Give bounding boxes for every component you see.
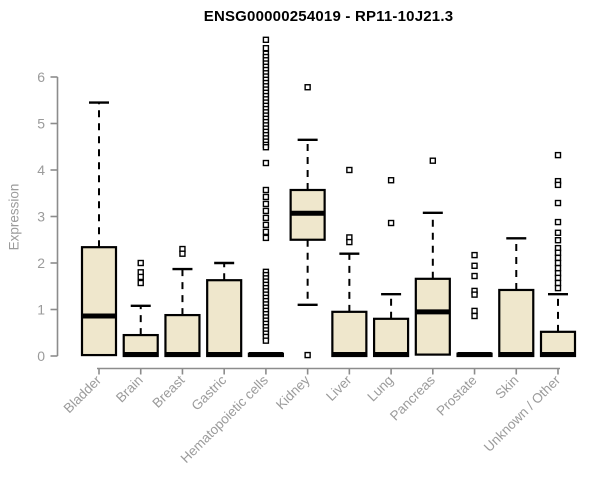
x-tick-label: Liver xyxy=(323,372,355,404)
outlier-point xyxy=(471,307,478,315)
y-tick-label: 1 xyxy=(37,302,45,318)
y-tick-label: 6 xyxy=(37,69,45,85)
outlier-point xyxy=(554,229,562,236)
box-lung xyxy=(372,177,410,358)
outlier-point xyxy=(262,186,270,194)
box-kidney xyxy=(289,84,326,359)
outlier-point xyxy=(554,181,562,189)
box-gastric xyxy=(206,261,243,358)
outlier-point xyxy=(554,151,562,159)
box-unknown-other xyxy=(539,151,577,358)
outlier-point xyxy=(554,249,562,256)
y-axis: 0 1 2 3 4 5 6 xyxy=(37,69,59,364)
outlier-point xyxy=(304,351,311,359)
outlier-point xyxy=(262,193,270,201)
y-tick-label: 0 xyxy=(37,348,45,364)
y-tick-label: 2 xyxy=(37,255,45,271)
outlier-point xyxy=(471,262,478,269)
outlier-point xyxy=(262,44,270,52)
outlier-point xyxy=(304,84,311,91)
outlier-point xyxy=(554,254,562,262)
outlier-point xyxy=(346,166,353,174)
outlier-point xyxy=(554,218,562,226)
y-tick-label: 5 xyxy=(37,116,45,132)
x-tick-label: Kidney xyxy=(273,372,313,412)
outlier-point xyxy=(262,200,270,208)
outlier-point xyxy=(262,337,270,344)
outlier-point xyxy=(471,251,478,259)
outlier-point xyxy=(262,228,270,236)
box-liver xyxy=(331,166,368,358)
outlier-point xyxy=(471,291,478,298)
outlier-point xyxy=(554,274,562,282)
box-pancreas xyxy=(414,157,451,356)
box-prostate xyxy=(456,251,493,358)
x-tick-label: Bladder xyxy=(61,372,105,416)
outlier-point xyxy=(137,279,144,287)
outlier-point xyxy=(346,238,353,246)
outlier-point xyxy=(137,259,144,267)
outlier-point xyxy=(554,237,562,244)
outlier-point xyxy=(262,221,270,229)
x-tick-label: Breast xyxy=(149,372,187,410)
box-brain xyxy=(122,259,159,358)
outlier-point xyxy=(262,214,270,222)
outlier-point xyxy=(262,207,270,215)
outlier-point xyxy=(471,312,478,320)
x-tick-label: Pancreas xyxy=(387,372,438,423)
y-tick-label: 4 xyxy=(37,162,45,178)
x-tick-label: Skin xyxy=(492,373,521,402)
outlier-point xyxy=(387,177,395,184)
y-tick-label: 3 xyxy=(37,209,45,225)
box-hematopoietic-cells xyxy=(247,36,285,358)
outlier-point xyxy=(137,273,144,281)
outlier-point xyxy=(554,199,562,207)
outlier-point xyxy=(387,219,395,227)
x-tick-label: Gastric xyxy=(188,372,229,413)
outlier-point xyxy=(554,259,562,267)
outlier-point xyxy=(429,157,437,164)
outlier-point xyxy=(262,144,270,151)
outlier-point xyxy=(262,159,270,167)
box-bladder xyxy=(80,101,118,357)
outlier-point xyxy=(554,279,562,287)
x-tick-label: Lung xyxy=(364,373,396,405)
outlier-point xyxy=(554,284,562,292)
box-skin xyxy=(498,237,535,358)
x-tick-label: Unknown / Other xyxy=(481,372,564,455)
outlier-point xyxy=(262,234,270,242)
x-tick-label: Brain xyxy=(113,373,146,406)
outlier-point xyxy=(554,264,562,272)
outlier-point xyxy=(471,272,478,280)
chart-title: ENSG00000254019 - RP11-10J21.3 xyxy=(203,8,454,25)
outlier-point xyxy=(179,250,186,257)
outlier-point xyxy=(262,36,270,43)
box-breast xyxy=(164,245,201,358)
x-tick-label: Prostate xyxy=(434,373,480,419)
